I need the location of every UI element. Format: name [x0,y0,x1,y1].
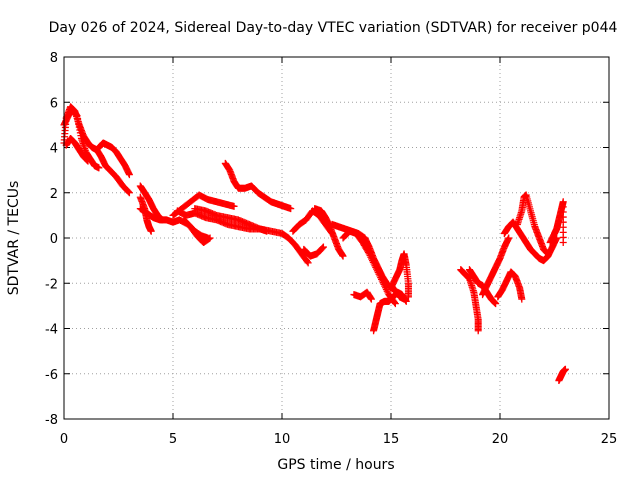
data-point [505,234,513,242]
x-tick-label: 10 [274,432,291,447]
y-tick-label: 6 [50,96,58,111]
data-point [474,327,482,335]
data-point [304,259,312,267]
x-tick-label: 15 [383,432,400,447]
data-point [559,239,567,247]
data-point [147,227,155,235]
x-axis-label: GPS time / hours [277,457,394,473]
data-point [561,365,569,373]
data-point [364,248,372,256]
data-point [544,250,552,258]
data-point [125,189,133,197]
plot-frame [63,56,610,420]
data-point [95,164,103,172]
y-tick-label: -2 [45,277,58,292]
data-point [319,244,327,252]
data-point [263,227,271,235]
y-tick-label: 2 [50,187,58,202]
data-point [402,297,410,305]
data-point [303,258,311,266]
data-point [367,295,375,303]
x-tick-label: 25 [601,432,618,447]
data-point [287,205,295,213]
x-tick-label: 0 [60,432,68,447]
x-axis: 0 5 10 15 20 25 [60,57,617,447]
data-point [84,157,92,165]
y-tick-label: 4 [50,142,58,157]
data-point [339,252,347,260]
y-axis: -8 -6 -4 -2 0 2 4 6 8 [45,51,609,428]
data-point [404,293,412,301]
data-point [391,298,399,306]
data-points [60,103,569,385]
y-tick-label: -8 [45,413,58,428]
x-tick-label: 20 [492,432,509,447]
data-point [125,188,133,196]
x-tick-label: 5 [169,432,177,447]
y-axis-label: SDTVAR / TECUs [6,181,22,296]
y-tick-label: 0 [50,232,58,247]
y-tick-label: 8 [50,51,58,66]
data-point [230,202,238,210]
data-point [518,295,526,303]
data-point [125,171,133,179]
y-tick-label: -6 [45,368,58,383]
data-point [492,300,500,308]
data-point [391,300,399,308]
chart-title: Day 026 of 2024, Sidereal Day-to-day VTE… [49,20,618,36]
data-point [206,234,214,242]
y-tick-label: -4 [45,323,58,338]
data-point [319,243,327,251]
